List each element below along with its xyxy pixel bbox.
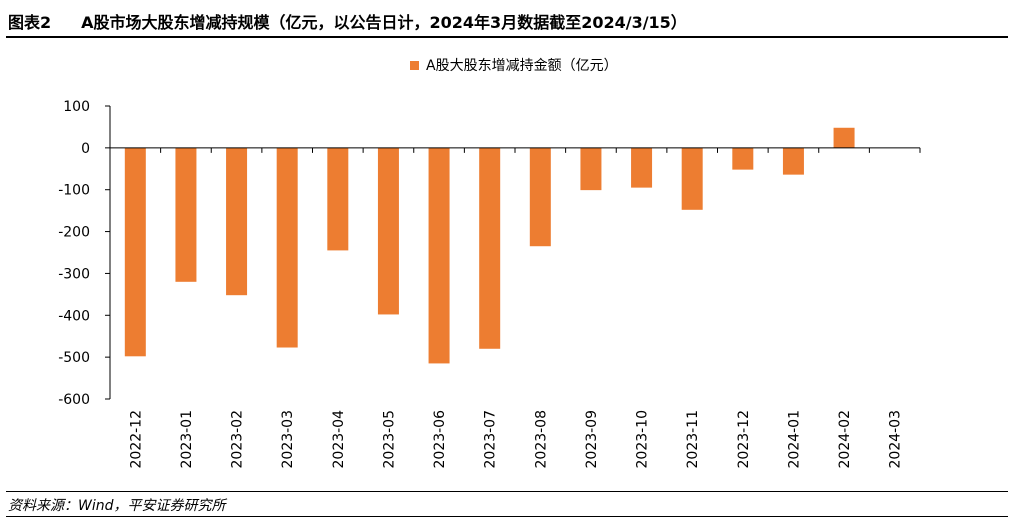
- x-category-label: 2024-02: [837, 410, 853, 469]
- bar: [631, 147, 653, 188]
- x-category-label: 2023-01: [179, 410, 195, 469]
- chart-legend: A股大股东增减持金额（亿元）: [410, 55, 618, 75]
- x-category-label: 2023-03: [280, 410, 296, 469]
- figure-label: 图表2: [8, 13, 52, 32]
- bar: [782, 147, 804, 175]
- bar: [833, 127, 855, 148]
- x-category-label: 2022-12: [128, 410, 144, 469]
- y-tick-label: -500: [58, 350, 90, 366]
- y-tick-label: -200: [58, 225, 90, 241]
- bar: [124, 147, 146, 357]
- y-tick-label: 100: [63, 99, 90, 115]
- bar: [175, 147, 197, 282]
- y-tick-label: 0: [81, 141, 90, 157]
- legend-label: A股大股东增减持金额（亿元）: [426, 58, 618, 74]
- source-divider: [6, 491, 1008, 492]
- x-category-label: 2023-05: [381, 410, 397, 469]
- bar: [377, 147, 399, 315]
- x-category-label: 2023-12: [736, 410, 752, 469]
- y-tick-label: -600: [58, 392, 90, 408]
- x-category-label: 2023-07: [483, 410, 499, 469]
- bar-chart: 100 0 -100 -200 -300 -400 -500 -600 2022-12 2023-…: [58, 99, 921, 469]
- x-category-label: 2023-08: [533, 410, 549, 469]
- bar: [529, 147, 551, 247]
- bottom-divider: [6, 516, 1008, 517]
- legend-swatch: [410, 60, 419, 70]
- x-category-label: 2024-01: [786, 410, 802, 469]
- figure-title: A股市场大股东增减持规模（亿元，以公告日计，2024年3月数据截至2024/3/…: [81, 13, 687, 32]
- y-tick-label: -300: [58, 266, 90, 282]
- bar: [428, 147, 450, 364]
- source-note: 资料来源：Wind，平安证券研究所: [8, 498, 226, 514]
- y-tick-label: -100: [58, 183, 90, 199]
- y-tick-label: -400: [58, 308, 90, 324]
- figure-header: 图表2 A股市场大股东增减持规模（亿元，以公告日计，2024年3月数据截至202…: [6, 6, 1008, 38]
- x-category-label: 2023-10: [635, 410, 651, 469]
- x-category-label: 2023-04: [331, 410, 347, 469]
- bar: [226, 147, 248, 296]
- x-category-label: 2023-06: [432, 410, 448, 469]
- bar: [580, 147, 602, 191]
- bar: [327, 147, 349, 251]
- bar: [479, 147, 501, 349]
- x-category-label: 2023-09: [584, 410, 600, 469]
- bar: [276, 147, 298, 348]
- x-category-label: 2024-03: [888, 410, 904, 469]
- bar: [732, 147, 754, 170]
- x-category-label: 2023-11: [685, 410, 701, 469]
- bar: [681, 147, 703, 210]
- x-category-label: 2023-02: [230, 410, 246, 469]
